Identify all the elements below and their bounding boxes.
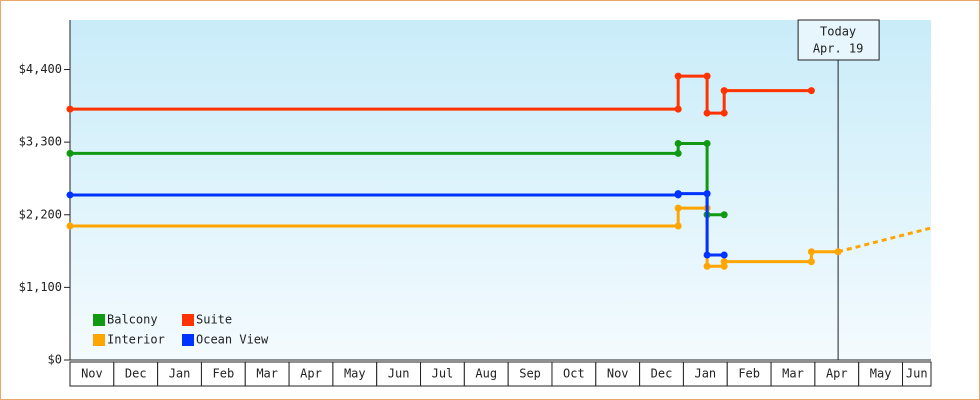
today-label: Today xyxy=(820,25,856,39)
series-line xyxy=(70,74,812,115)
x-tick-label: Dec xyxy=(125,367,147,381)
x-tick-label: Feb xyxy=(213,367,235,381)
point xyxy=(674,149,682,157)
point xyxy=(807,248,815,256)
x-tick-box xyxy=(463,361,509,387)
point xyxy=(720,109,728,117)
point xyxy=(66,149,74,157)
point xyxy=(674,72,682,80)
point xyxy=(703,262,711,270)
legend-label: Interior xyxy=(107,333,165,347)
legend-swatch xyxy=(93,314,105,326)
x-tick-label: Nov xyxy=(607,367,629,381)
x-tick-box xyxy=(113,361,159,387)
x-tick-label: May xyxy=(344,367,366,381)
x-tick-box xyxy=(902,361,932,387)
point xyxy=(674,105,682,113)
x-tick-label: Oct xyxy=(563,367,585,381)
point xyxy=(703,109,711,117)
x-tick-label: Jun xyxy=(906,367,928,381)
today-label: Apr. 19 xyxy=(813,42,864,56)
x-tick-box xyxy=(244,361,290,387)
point xyxy=(807,258,815,266)
forecast-line xyxy=(837,226,932,254)
point xyxy=(66,222,74,230)
y-tick-label: $2,200 xyxy=(19,207,62,221)
series-line xyxy=(70,206,839,268)
y-tick-label: $1,100 xyxy=(19,280,62,294)
point xyxy=(66,191,74,199)
y-tick-label: $0 xyxy=(48,353,62,367)
point xyxy=(674,139,682,147)
legend-swatch xyxy=(182,314,194,326)
point xyxy=(66,105,74,113)
point xyxy=(703,251,711,259)
x-tick-label: Nov xyxy=(81,367,103,381)
x-tick-label: Dec xyxy=(651,367,673,381)
point xyxy=(674,190,682,198)
point xyxy=(674,204,682,212)
legend-label: Ocean View xyxy=(196,333,269,347)
x-tick-label: Jun xyxy=(388,367,410,381)
x-tick-label: Apr xyxy=(826,367,848,381)
x-tick-box xyxy=(200,361,246,387)
x-tick-label: Feb xyxy=(738,367,760,381)
x-tick-box xyxy=(551,361,597,387)
point xyxy=(703,190,711,198)
point xyxy=(720,258,728,266)
point xyxy=(720,211,728,219)
x-tick-box xyxy=(376,361,422,387)
point xyxy=(720,87,728,95)
point xyxy=(834,248,842,256)
x-tick-label: Sep xyxy=(519,367,541,381)
today-box xyxy=(797,19,880,61)
legend-label: Suite xyxy=(196,313,232,327)
y-tick-label: $3,300 xyxy=(19,135,62,149)
plot-area xyxy=(70,20,931,360)
x-tick-box xyxy=(157,361,202,387)
point xyxy=(807,87,815,95)
legend-label: Balcony xyxy=(107,313,158,327)
x-tick-box xyxy=(595,361,641,387)
point xyxy=(703,72,711,80)
point xyxy=(720,251,728,259)
x-tick-box xyxy=(814,361,860,387)
x-tick-label: May xyxy=(870,367,892,381)
x-tick-label: Jul xyxy=(432,367,454,381)
x-tick-box xyxy=(69,361,115,387)
y-tick-label: $4,400 xyxy=(19,62,62,76)
x-tick-label: Aug xyxy=(475,367,497,381)
x-tick-label: Apr xyxy=(300,367,322,381)
x-tick-box xyxy=(858,361,904,387)
x-tick-label: Mar xyxy=(256,367,278,381)
x-tick-label: Jan xyxy=(694,367,716,381)
x-tick-label: Mar xyxy=(782,367,804,381)
x-tick-box xyxy=(682,361,728,387)
legend-swatch xyxy=(93,334,105,346)
point xyxy=(703,139,711,147)
legend-swatch xyxy=(182,334,194,346)
x-tick-box xyxy=(726,361,772,387)
x-tick-label: Jan xyxy=(169,367,191,381)
point xyxy=(674,222,682,230)
